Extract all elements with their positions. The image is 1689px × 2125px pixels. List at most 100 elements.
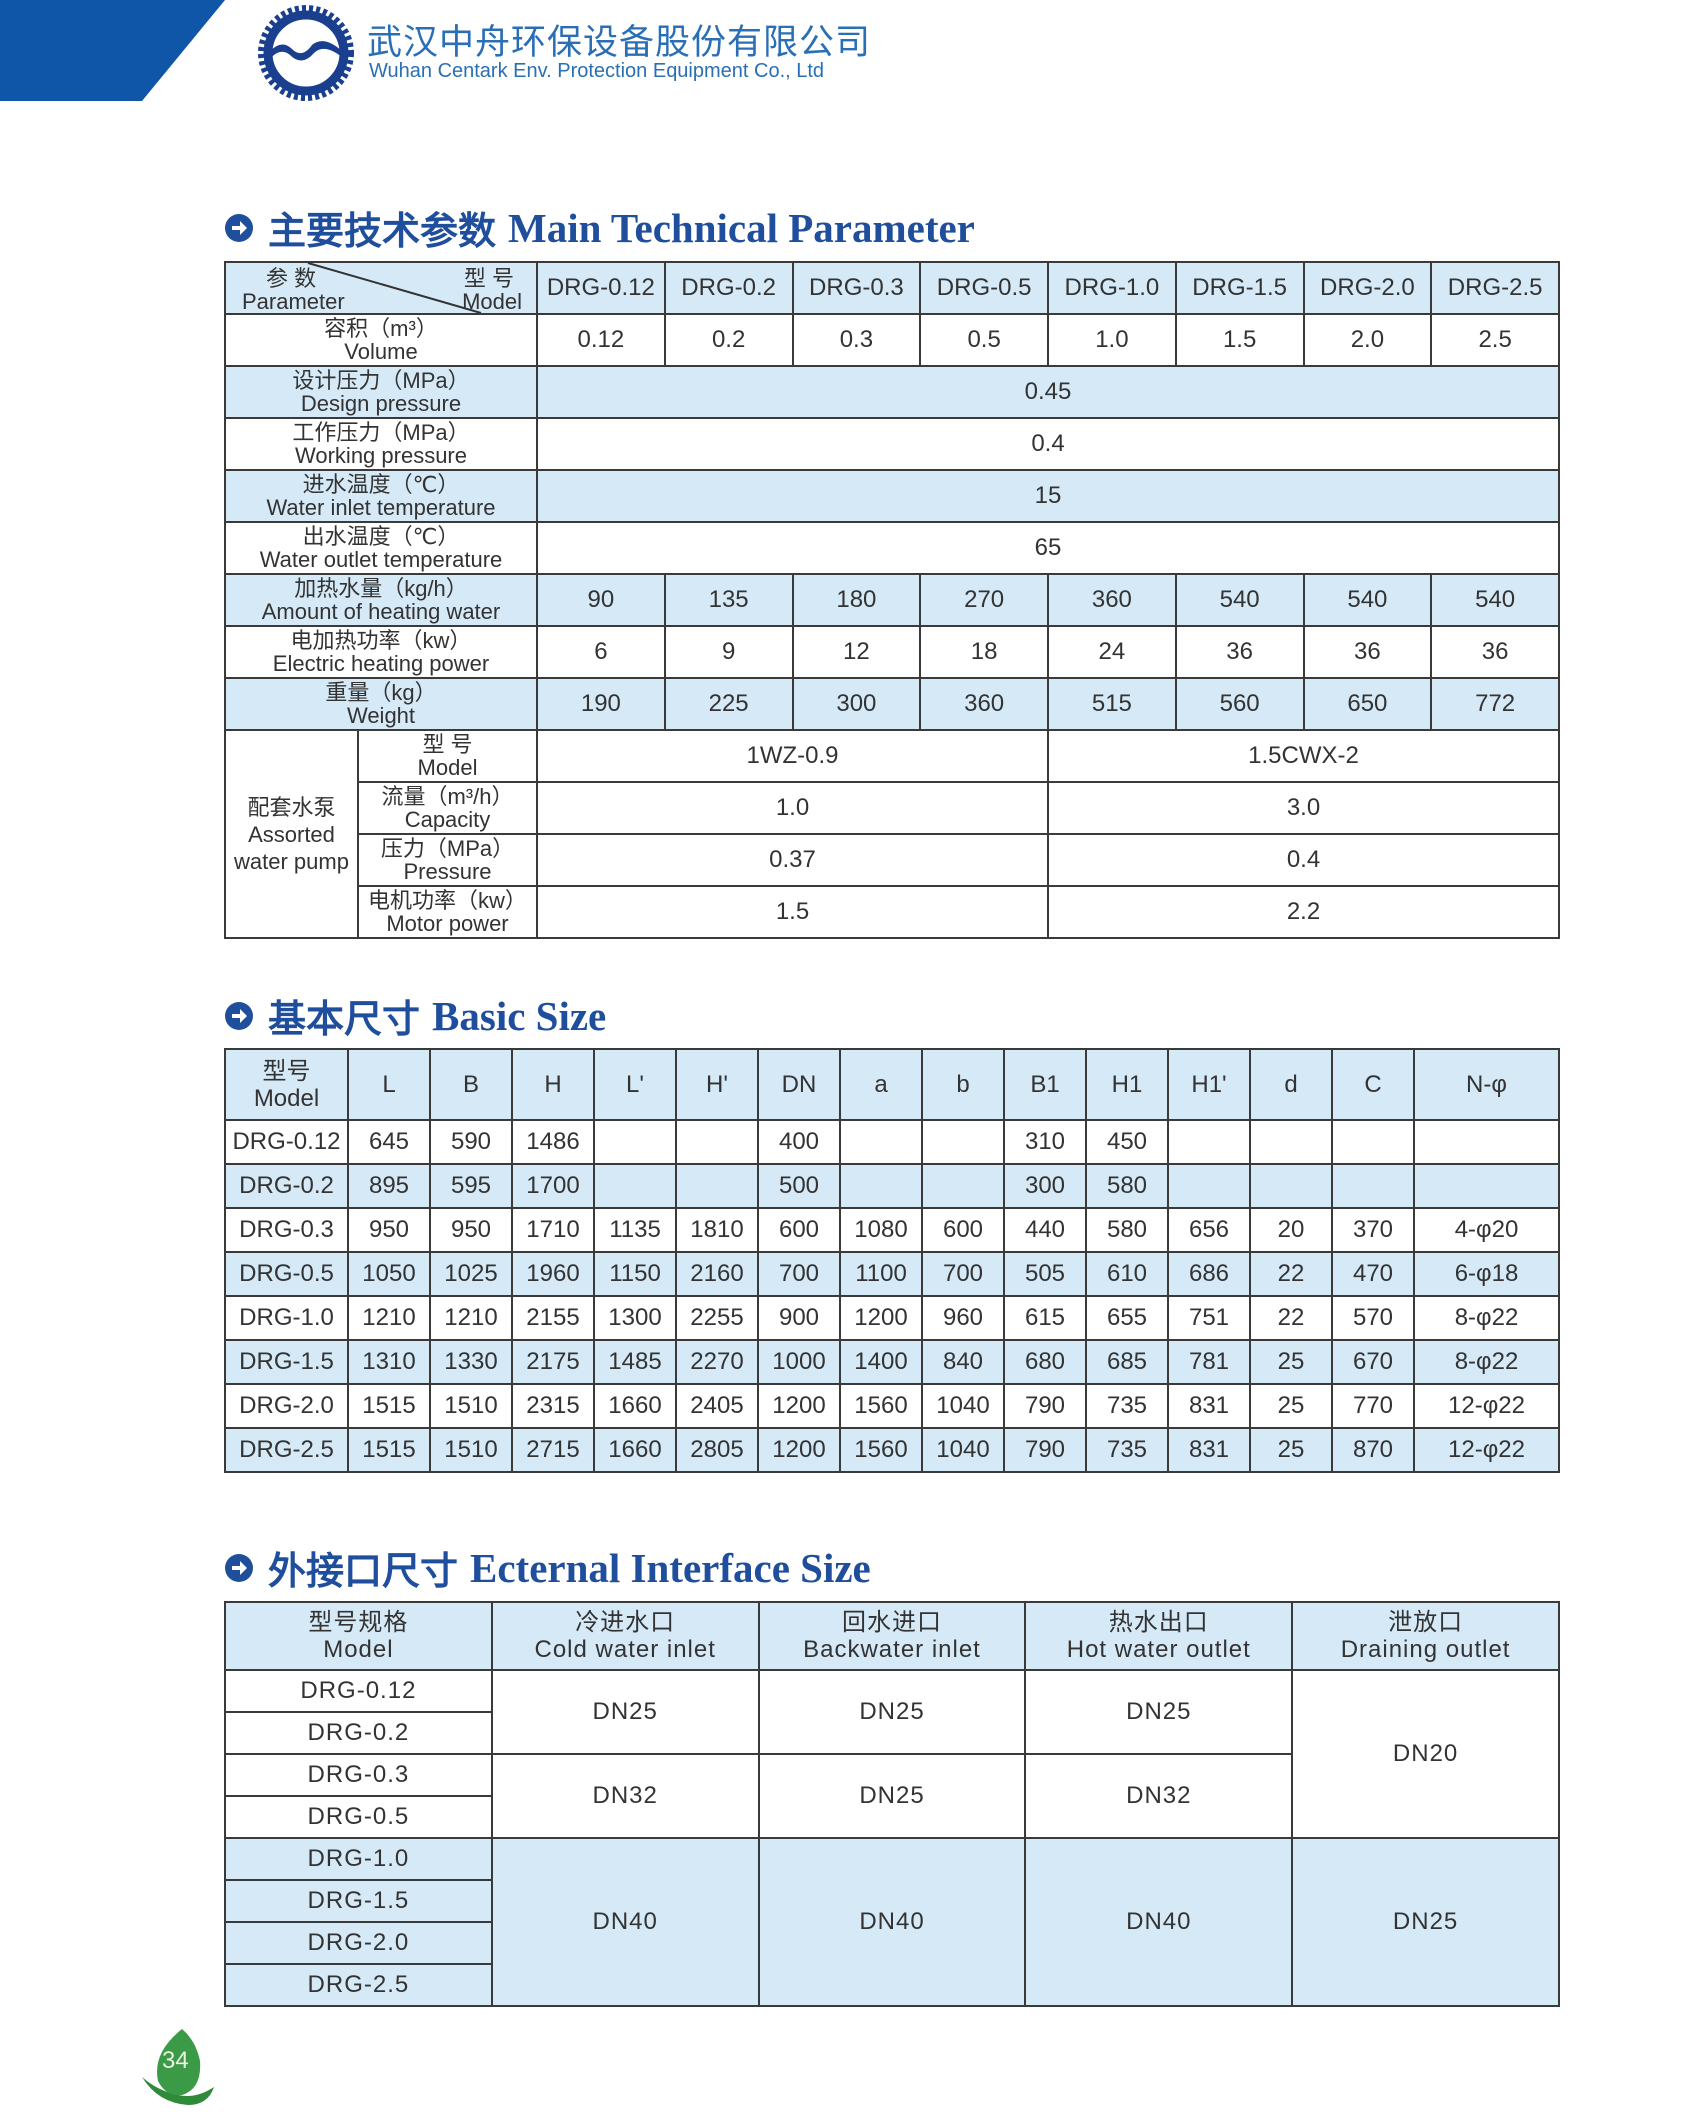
parameter-label: 工作压力（MPa） Working pressure	[224, 417, 538, 471]
value-cell: 2.5	[1430, 313, 1560, 367]
value-cell: 1.0	[1047, 313, 1177, 367]
size-cell-back: DN25	[757, 1753, 1027, 1839]
value-cell: 1100	[839, 1251, 923, 1297]
value-cell: 1510	[429, 1383, 513, 1429]
label-en: Cold water inlet	[534, 1636, 716, 1663]
value-cell: 470	[1331, 1251, 1415, 1297]
value-cell: 840	[921, 1339, 1005, 1385]
table-row: DRG-2.5	[224, 1963, 1559, 2007]
label-cn: 流量（m³/h）	[381, 784, 514, 809]
section-title-en: Ecternal Interface Size	[470, 1544, 871, 1591]
value-cell: 590	[429, 1119, 513, 1165]
value-cell	[1331, 1163, 1415, 1209]
value-cell: 270	[919, 573, 1049, 627]
pump-row: 流量（m³/h） Capacity 1.0 3.0	[225, 781, 1560, 835]
column-header: 泄放口 Draining outlet	[1291, 1601, 1560, 1671]
value-cell: 560	[1174, 677, 1305, 731]
size-cell-cold: DN32	[490, 1753, 760, 1839]
column-header: C	[1331, 1048, 1415, 1121]
arrow-circle-icon	[225, 1001, 253, 1030]
label-en: Motor power	[386, 911, 509, 936]
value-cell: 580	[1085, 1163, 1169, 1209]
model-cell: DRG-2.0	[224, 1383, 349, 1429]
value-cell: 180	[791, 573, 922, 627]
value-cell: 1.5CWX-2	[1047, 729, 1560, 783]
table-row: DRG-0.3 DN32 DN25 DN32	[224, 1753, 1559, 1839]
value-cell: 440	[1003, 1207, 1087, 1253]
value-cell: 8-φ22	[1413, 1295, 1560, 1341]
value-cell: 1WZ-0.9	[536, 729, 1049, 783]
value-cell: 700	[921, 1251, 1005, 1297]
value-cell	[593, 1163, 677, 1209]
label-cn: 设计压力（MPa）	[292, 368, 470, 393]
section-title-basic-size: 基本尺寸 Basic Size	[224, 988, 606, 1043]
label-en: Model	[417, 755, 478, 780]
value-cell	[839, 1119, 923, 1165]
value-cell: 300	[1003, 1163, 1087, 1209]
parameter-row: 容积（m³） Volume 0.12 0.2 0.3 0.5 1.0 1.5 2.0 2.5	[224, 313, 1560, 367]
company-name-en: Wuhan Centark Env. Protection Equipment …	[369, 60, 825, 82]
value-cell	[839, 1163, 923, 1209]
section-title-cn: 基本尺寸	[268, 996, 421, 1041]
size-cell-cold: DN25	[490, 1669, 760, 1755]
value-cell: 870	[1331, 1427, 1415, 1473]
value-cell	[593, 1119, 677, 1165]
value-cell: 656	[1167, 1207, 1251, 1253]
section-title-interface-size: 外接口尺寸 Ecternal Interface Size	[224, 1540, 871, 1595]
value-cell: 2715	[511, 1427, 595, 1473]
value-cell: 400	[757, 1119, 841, 1165]
table-row: DRG-1.0 DN40 DN40 DN40 DN25	[224, 1837, 1560, 2007]
label-en: Working pressure	[295, 443, 467, 468]
parameter-label: 电加热功率（kw） Electric heating power	[224, 625, 538, 679]
corner-param-cn: 参 数	[266, 266, 317, 291]
value-cell: 1510	[429, 1427, 513, 1473]
value-cell: 2160	[675, 1251, 759, 1297]
label-en: Amount of heating water	[261, 599, 501, 624]
parameter-label: 进水温度（℃） Water inlet temperature	[224, 469, 538, 523]
value-cell: 595	[429, 1163, 513, 1209]
value-cell: 751	[1167, 1295, 1251, 1341]
value-cell: 1025	[429, 1251, 513, 1297]
value-cell: 570	[1331, 1295, 1415, 1341]
column-header: H	[511, 1048, 595, 1121]
value-cell: 36	[1302, 625, 1433, 679]
value-cell: 0.4	[1047, 833, 1560, 887]
value-cell: 300	[791, 677, 922, 731]
label-cn: 加热水量（kg/h）	[294, 576, 468, 601]
value-cell: 781	[1167, 1339, 1251, 1385]
corner-model-en: Model	[462, 289, 522, 314]
parameter-label: 设计压力（MPa） Design pressure	[224, 365, 538, 419]
value-cell: 22	[1249, 1251, 1333, 1297]
parameter-label: 容积（m³） Volume	[224, 313, 538, 367]
pump-label-en-2: water pump	[234, 848, 349, 874]
model-header: DRG-2.0	[1302, 261, 1433, 315]
label-en: Electric heating power	[272, 651, 490, 676]
value-cell	[1249, 1119, 1333, 1165]
value-cell: 831	[1167, 1383, 1251, 1429]
value-cell: 686	[1167, 1251, 1251, 1297]
value-cell	[1167, 1119, 1251, 1165]
pump-label-en-1: Assorted	[248, 821, 335, 847]
pump-group-label: 配套水泵 Assorted water pump	[224, 729, 359, 939]
label-cn: 重量（kg）	[325, 680, 437, 705]
column-header: d	[1249, 1048, 1333, 1121]
value-cell	[1331, 1119, 1415, 1165]
value-cell: 135	[663, 573, 794, 627]
value-cell: 1660	[593, 1383, 677, 1429]
value-cell: 700	[757, 1251, 841, 1297]
size-cell-hot: DN40	[1024, 1837, 1294, 2007]
model-header: DRG-1.5	[1174, 261, 1305, 315]
company-logo-icon	[258, 5, 354, 101]
value-cell: 540	[1302, 573, 1433, 627]
value-cell: 4-φ20	[1413, 1207, 1560, 1253]
model-cell: DRG-2.5	[224, 1963, 493, 2007]
pump-row: 压力（MPa） Pressure 0.37 0.4	[225, 833, 1560, 887]
model-header: DRG-0.2	[663, 261, 794, 315]
parameter-row: 电加热功率（kw） Electric heating power 6 9 12 18 24 3…	[224, 625, 1560, 679]
value-cell: 24	[1047, 625, 1177, 679]
value-cell: 655	[1085, 1295, 1169, 1341]
company-name-cn: 武汉中舟环保设备股份有限公司	[367, 23, 872, 63]
value-cell: 1300	[593, 1295, 677, 1341]
value-cell: 790	[1003, 1383, 1087, 1429]
arrow-circle-icon	[225, 213, 253, 242]
